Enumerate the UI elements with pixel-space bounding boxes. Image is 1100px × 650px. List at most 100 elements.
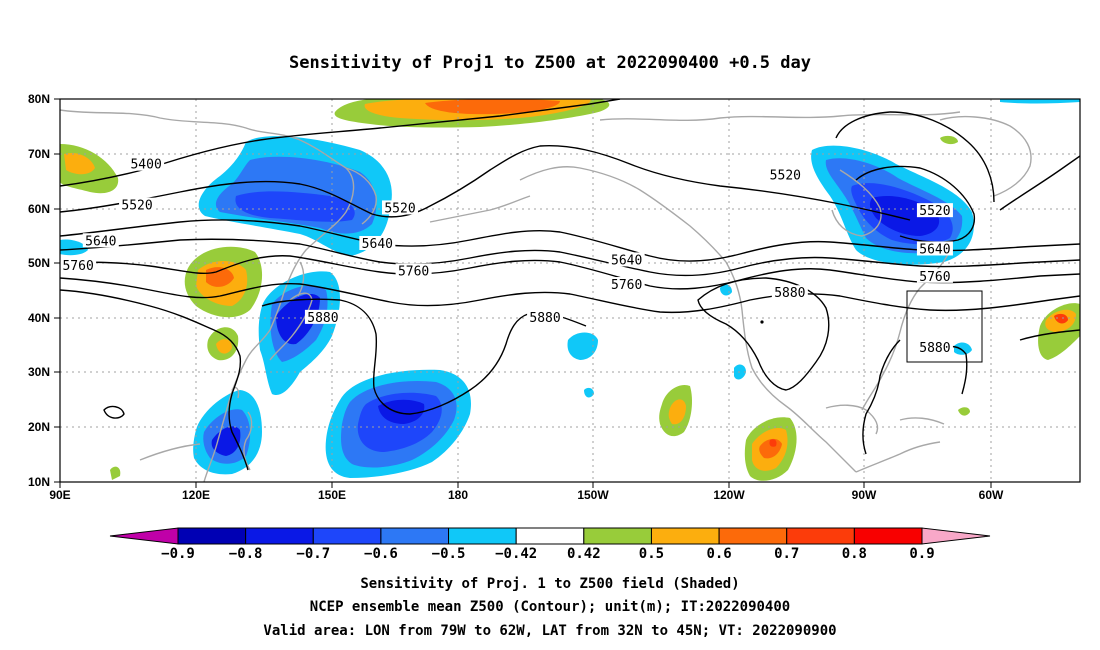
coastline-taiwan [231, 386, 240, 399]
contour-labels: 5400 5520 5520 5520 5520 5640 5640 5640 5640 5760… [60, 156, 953, 356]
contour-label-bg [60, 257, 97, 272]
contour-label: 5640 [919, 242, 950, 257]
coastline-arctic-islands [599, 111, 961, 121]
contour-label: 5880 [529, 311, 560, 326]
contour-label: 5640 [611, 253, 642, 268]
contour-label-bg [128, 156, 165, 171]
z500-contours [60, 99, 1080, 471]
valid-area-box [906, 290, 983, 363]
positive-region-korea-core [216, 339, 232, 354]
contour-label: 5520 [770, 169, 801, 184]
colorbar-segment [245, 527, 314, 545]
lat-label: 40N [28, 311, 50, 325]
negative-region-atlantic-small [954, 342, 972, 355]
colorbar-segment [312, 527, 382, 545]
coastlines [60, 109, 1032, 482]
coastline-southeast-asia [139, 443, 201, 461]
coastline-philippines [243, 411, 253, 471]
contour-5880-pacific [261, 298, 587, 415]
contour-label: 5760 [62, 259, 93, 274]
contour-5520-ne [999, 155, 1080, 211]
lat-label: 10N [28, 475, 50, 489]
latitude-labels: 80N 70N 60N 50N 40N 30N 20N 10N [28, 92, 50, 489]
graticule [60, 99, 1080, 482]
colorbar-tick-label: 0.42 [567, 546, 601, 562]
lon-label: 90W [852, 488, 877, 502]
contour-label-bg [527, 309, 564, 324]
contour-5880-east-a [1019, 329, 1080, 341]
contour-label: 5520 [121, 199, 152, 214]
colorbar-tick-label: −0.5 [432, 546, 466, 562]
colorbar-segment [177, 527, 247, 545]
coastline-cuba [899, 417, 945, 425]
colorbar-extend-high [921, 527, 991, 545]
contour-label-bg [359, 235, 396, 250]
colorbar-tick-label: −0.7 [296, 546, 330, 562]
valid-area-marker [760, 320, 764, 324]
negative-region-japan-core [276, 294, 320, 345]
colorbar-tick-label: −0.9 [161, 546, 195, 562]
contour-5880-east [862, 339, 901, 455]
lon-label: 60W [979, 488, 1004, 502]
contour-label-bg [916, 339, 953, 354]
contour-label-bg [916, 241, 953, 256]
positive-region-caribbean-small [958, 407, 970, 416]
lon-label: 120W [713, 488, 745, 502]
coastline-hudson-bay [831, 169, 882, 237]
contour-label-bg [608, 252, 645, 267]
colorbar-tick-label: 0.9 [909, 546, 934, 562]
colorbar-tick-label: 0.5 [639, 546, 664, 562]
caption-contour: NCEP ensemble mean Z500 (Contour); unit(… [310, 599, 790, 615]
contour-label: 5880 [307, 311, 338, 326]
negative-region-midpacific-small [567, 332, 598, 360]
coastline-sakhalin [297, 261, 305, 297]
contour-label: 5400 [130, 158, 161, 173]
map-frame [59, 98, 1081, 483]
colorbar-segment [583, 527, 652, 545]
contour-label-bg [382, 200, 418, 215]
coastline-kamchatka [345, 167, 377, 225]
contour-5760-b [60, 277, 1080, 314]
contour-label-bg [119, 197, 156, 212]
lat-label: 70N [28, 147, 50, 161]
colorbar-segment [786, 527, 855, 545]
coastline-north-america-west [725, 261, 857, 473]
contour-label-bg [916, 268, 953, 283]
colorbar-extend-low [109, 527, 179, 545]
contour-label-bg [82, 233, 119, 248]
contour-5400-east [835, 111, 995, 203]
contour-label: 5760 [398, 264, 429, 279]
contour-label: 5520 [384, 201, 415, 216]
contour-label: 5880 [774, 286, 805, 301]
positive-region-arctic-center [425, 99, 560, 115]
contour-5520-west [60, 144, 911, 221]
negative-region-arctic-ne [1000, 99, 1080, 104]
map-title: Sensitivity of Proj1 to Z500 at 20220904… [289, 53, 811, 73]
negative-region-central-pacific-center [378, 399, 425, 424]
captions: Sensitivity of Proj. 1 to Z500 field (Sh… [263, 576, 836, 639]
positive-region-east-pacific-core [668, 399, 686, 425]
contour-5640-b [60, 238, 1080, 277]
longitude-labels: 90E 120E 150E 180 150W 120W 90W 60W [49, 488, 1004, 502]
lat-label: 80N [28, 92, 50, 106]
contour-label-bg [304, 309, 341, 324]
contour-label-bg [608, 277, 645, 292]
colorbar-tick-label: 0.8 [842, 546, 867, 562]
negative-region-midpacific-dot [584, 387, 594, 398]
lon-label: 150E [318, 488, 346, 502]
contour-small-asia [103, 405, 125, 419]
coastline-asia [60, 109, 355, 482]
colorbar-tick-label: −0.42 [495, 546, 537, 562]
contour-5760 [60, 255, 1080, 290]
lon-label: 150W [577, 488, 609, 502]
colorbar-segment [853, 527, 923, 545]
coastline-japan [269, 292, 313, 361]
colorbar-segment [650, 527, 720, 545]
coastline-greenland [939, 115, 1032, 197]
contour-label: 5760 [611, 278, 642, 293]
caption-shading: Sensitivity of Proj. 1 to Z500 field (Sh… [360, 576, 739, 592]
contour-5880-west [60, 289, 249, 471]
colorbar-tick-label: 0.7 [774, 546, 799, 562]
contour-5880-america [697, 277, 830, 391]
